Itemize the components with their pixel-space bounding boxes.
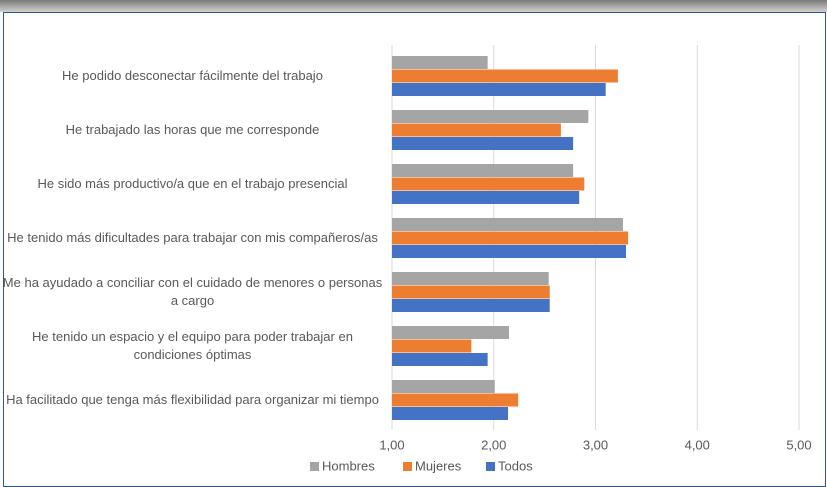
bar	[392, 123, 561, 137]
bar	[392, 56, 488, 69]
legend-label: Mujeres	[415, 458, 462, 473]
category-label: He trabajado las horas que me correspond…	[65, 122, 320, 137]
category-label: He podido desconectar fácilmente del tra…	[62, 68, 323, 83]
x-tick-label: 4,00	[685, 437, 710, 452]
bar	[392, 110, 589, 123]
bar	[392, 299, 550, 312]
bar	[392, 339, 472, 353]
bar	[392, 272, 549, 285]
category-label: Me ha ayudado a conciliar con el cuidado…	[2, 275, 383, 308]
x-tick-label: 5,00	[786, 437, 811, 452]
legend-label: Hombres	[322, 458, 375, 473]
bar	[392, 69, 618, 83]
bar	[392, 231, 629, 245]
bar	[392, 393, 519, 407]
bar	[392, 83, 606, 96]
bar	[392, 218, 623, 231]
category-label: He tenido un espacio y el equipo para po…	[32, 329, 353, 362]
bar	[392, 285, 550, 299]
bar	[392, 407, 508, 420]
category-label: He tenido más dificultades para trabajar…	[7, 230, 378, 245]
legend-swatch	[310, 462, 319, 471]
bar	[392, 164, 574, 177]
bar	[392, 137, 574, 150]
bar	[392, 245, 627, 258]
legend-swatch	[403, 462, 412, 471]
bar	[392, 326, 510, 339]
top-bar	[0, 0, 827, 12]
bar	[392, 353, 488, 366]
legend-swatch	[486, 462, 495, 471]
category-label: He sido más productivo/a que en el traba…	[37, 176, 348, 191]
bar	[392, 177, 585, 191]
x-tick-label: 2,00	[481, 437, 506, 452]
legend-label: Todos	[498, 458, 533, 473]
bar	[392, 191, 580, 204]
bar	[392, 380, 495, 393]
x-tick-label: 1,00	[379, 437, 404, 452]
category-label: Ha facilitado que tenga más flexibilidad…	[6, 392, 379, 407]
x-tick-label: 3,00	[583, 437, 608, 452]
